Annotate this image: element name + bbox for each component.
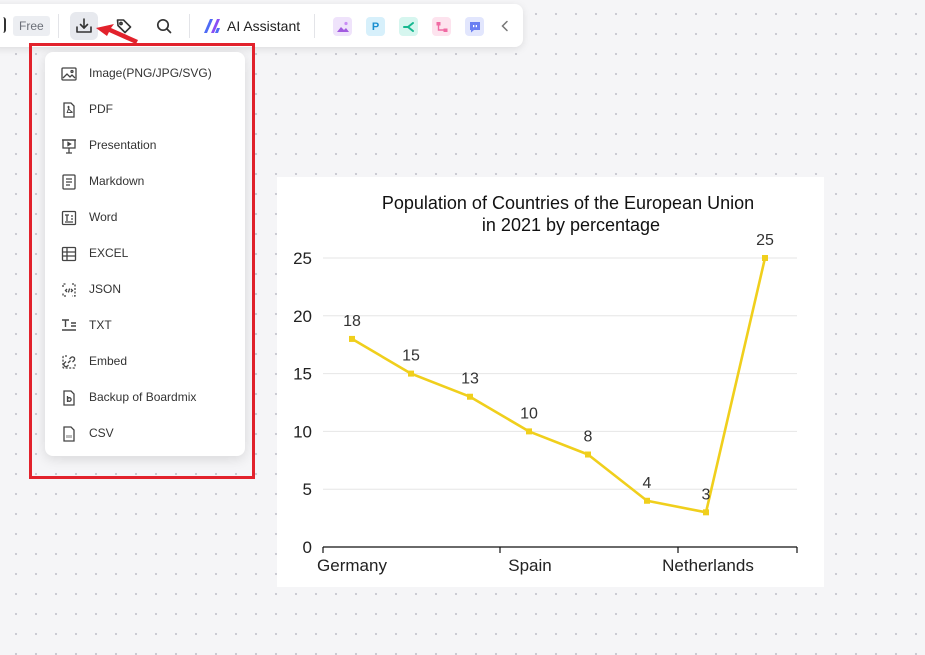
menu-item-csv[interactable]: CSV: [45, 416, 245, 452]
menu-item-label: Embed: [89, 354, 128, 368]
excel-icon: [61, 246, 77, 262]
y-tick-label: 25: [293, 249, 312, 268]
flow-app-icon[interactable]: [432, 17, 451, 36]
menu-item-label: Image(PNG/JPG/SVG): [89, 66, 212, 80]
chart-title-line-1: Population of Countries of the European …: [382, 193, 754, 213]
highlight-box: [29, 43, 255, 479]
ai-logo-icon: [204, 19, 220, 33]
chart-title-line-2: in 2021 by percentage: [482, 215, 660, 235]
collapse-chevron-icon[interactable]: [495, 12, 515, 40]
line-chart[interactable]: Population of Countries of the European …: [277, 177, 824, 587]
data-point: [585, 451, 591, 458]
menu-item-label: Presentation: [89, 138, 157, 152]
backup-icon: [63, 390, 75, 406]
csv-icon: [63, 426, 75, 442]
y-tick-label: 5: [303, 480, 312, 499]
toolbar-divider: [58, 14, 59, 38]
p-app-icon[interactable]: P: [366, 17, 385, 36]
ai-assistant-button[interactable]: AI Assistant: [203, 15, 300, 37]
toolbar-divider: [314, 14, 315, 38]
data-label: 25: [756, 232, 774, 249]
plan-badge[interactable]: Free: [13, 16, 50, 36]
pdf-icon: [63, 102, 75, 118]
image-icon: [61, 67, 77, 81]
pointer-arrow-icon: [96, 24, 138, 44]
menu-item-label: TXT: [89, 318, 112, 332]
chat-app-icon[interactable]: [465, 17, 484, 36]
word-icon: [61, 210, 77, 226]
data-point: [762, 255, 768, 261]
menu-item-presentation[interactable]: Presentation: [45, 128, 245, 164]
json-icon: [62, 283, 76, 297]
txt-icon: [62, 319, 76, 331]
data-point: [408, 370, 414, 377]
y-tick-label: 10: [293, 422, 312, 441]
data-label: 13: [461, 371, 479, 388]
toolbar-divider: [189, 14, 190, 38]
menu-item-markdown[interactable]: Markdown: [45, 164, 245, 200]
y-tick-label: 0: [303, 538, 312, 557]
menu-item-label: PDF: [89, 102, 113, 116]
tag-icon[interactable]: [110, 12, 138, 40]
markdown-icon: [62, 174, 76, 190]
menu-item-pdf[interactable]: PDF: [45, 92, 245, 128]
data-point: [526, 428, 532, 435]
menu-item-embed[interactable]: Embed: [45, 344, 245, 380]
image-gen-app-icon[interactable]: [333, 17, 352, 36]
presentation-icon: [62, 139, 76, 154]
menu-item-image[interactable]: Image(PNG/JPG/SVG): [45, 56, 245, 92]
menu-item-label: Markdown: [89, 174, 145, 188]
data-point: [703, 509, 709, 516]
x-tick-label: Spain: [508, 556, 551, 575]
toolbar-edge-icon[interactable]: [0, 17, 6, 33]
menu-item-txt[interactable]: TXT: [45, 308, 245, 344]
chart-canvas: Population of Countries of the European …: [293, 193, 798, 575]
menu-item-label: Backup of Boardmix: [89, 390, 197, 404]
series-line: [351, 257, 767, 514]
menu-item-label: CSV: [89, 426, 114, 440]
export-menu: Image(PNG/JPG/SVG) PDF Presentation Mark…: [45, 52, 245, 456]
data-label: 18: [343, 313, 361, 330]
mindmap-app-icon[interactable]: [399, 17, 418, 36]
y-tick-label: 15: [293, 365, 312, 384]
menu-item-label: JSON: [89, 282, 122, 296]
search-icon[interactable]: [150, 12, 178, 40]
menu-item-label: Word: [89, 210, 118, 224]
x-tick-label: Netherlands: [662, 556, 754, 575]
y-tick-label: 20: [293, 307, 312, 326]
embed-icon: [62, 355, 76, 369]
data-label: 8: [584, 429, 593, 446]
data-point: [467, 393, 473, 400]
menu-item-backup[interactable]: Backup of Boardmix: [45, 380, 245, 416]
data-point: [644, 497, 650, 504]
menu-item-json[interactable]: JSON: [45, 272, 245, 308]
ai-assistant-label: AI Assistant: [227, 18, 301, 34]
x-tick-label: Germany: [317, 556, 387, 575]
data-label: 3: [702, 486, 711, 503]
data-label: 15: [402, 348, 420, 365]
menu-item-word[interactable]: Word: [45, 200, 245, 236]
top-toolbar: Free AI Assistant P: [0, 4, 523, 47]
menu-item-label: EXCEL: [89, 246, 129, 260]
export-icon[interactable]: [70, 12, 98, 40]
data-label: 10: [520, 405, 538, 422]
data-label: 4: [643, 475, 652, 492]
data-point: [349, 335, 355, 342]
menu-item-excel[interactable]: EXCEL: [45, 236, 245, 272]
